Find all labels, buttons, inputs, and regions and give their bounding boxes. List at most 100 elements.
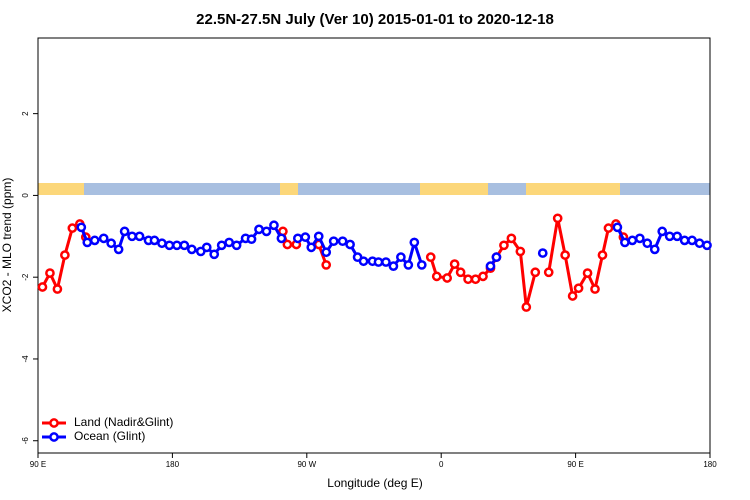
data-point	[425, 252, 436, 263]
x-tick-label: 0	[439, 460, 444, 469]
data-point	[478, 271, 488, 282]
data-point	[337, 236, 348, 247]
data-point	[642, 238, 653, 249]
x-tick-label: 90 E	[567, 460, 583, 469]
data-point	[537, 248, 548, 258]
data-point	[313, 231, 324, 242]
data-point	[672, 231, 682, 242]
legend-label: Ocean (Glint)	[74, 429, 145, 443]
data-point	[679, 235, 690, 246]
data-point	[388, 261, 399, 271]
data-point	[321, 260, 332, 270]
data-point	[37, 282, 48, 292]
data-point	[113, 244, 124, 255]
data-point	[499, 240, 509, 251]
land-band	[280, 183, 298, 195]
data-point	[485, 261, 496, 271]
y-tick-label: -4	[21, 355, 30, 363]
data-point	[567, 291, 578, 301]
y-axis-label: XCO2 - MLO trend (ppm)	[0, 178, 14, 313]
data-point	[224, 237, 234, 248]
data-point	[664, 231, 675, 242]
data-point	[67, 223, 78, 233]
x-tick-label: 180	[703, 460, 717, 469]
data-point	[491, 252, 502, 263]
data-point	[515, 246, 526, 257]
data-point	[246, 234, 257, 245]
data-point	[106, 238, 117, 249]
legend-marker	[49, 432, 59, 442]
y-tick-label: -2	[21, 273, 30, 281]
data-point	[149, 235, 160, 246]
data-point	[269, 220, 279, 231]
data-point	[649, 244, 660, 255]
data-point	[702, 240, 712, 251]
data-point	[306, 242, 317, 253]
data-point	[634, 233, 645, 244]
data-point	[358, 256, 369, 267]
land-band	[420, 183, 488, 195]
data-point	[687, 235, 697, 246]
data-point	[172, 240, 182, 251]
data-point	[321, 247, 332, 258]
data-point	[261, 226, 272, 237]
data-point	[216, 240, 227, 251]
data-point	[89, 235, 100, 246]
data-point	[431, 271, 442, 282]
data-point	[282, 239, 293, 250]
data-point	[620, 237, 630, 248]
data-point	[52, 284, 63, 294]
data-point	[612, 222, 623, 233]
y-tick-label: -6	[21, 437, 30, 445]
data-point	[543, 267, 554, 278]
data-point	[300, 232, 311, 242]
data-point	[657, 226, 668, 237]
data-point	[449, 259, 460, 269]
land-band	[526, 183, 620, 195]
data-point	[403, 260, 414, 270]
data-point	[45, 268, 55, 278]
legend-marker	[49, 418, 59, 428]
data-point	[506, 233, 517, 244]
legend-label: Land (Nadir&Glint)	[74, 415, 173, 429]
data-point	[157, 238, 167, 249]
data-point	[328, 236, 339, 247]
data-point	[582, 268, 593, 278]
data-point	[373, 257, 384, 267]
data-point	[127, 231, 137, 242]
data-point	[409, 237, 420, 248]
data-point	[201, 242, 212, 253]
data-point	[119, 226, 130, 237]
data-point	[134, 231, 145, 242]
data-point	[98, 233, 109, 244]
data-point	[179, 240, 190, 251]
data-point	[442, 273, 453, 283]
data-point	[416, 260, 427, 270]
data-point	[552, 213, 563, 224]
y-tick-label: 0	[21, 193, 30, 198]
data-point	[345, 239, 355, 250]
surface-band	[38, 183, 710, 195]
x-axis-label: Longitude (deg E)	[327, 476, 422, 490]
data-point	[470, 274, 481, 285]
data-point	[164, 240, 175, 251]
data-point	[231, 240, 242, 251]
data-point	[186, 244, 197, 255]
data-point	[60, 250, 70, 260]
y-tick-label: 2	[21, 111, 30, 116]
data-point	[292, 233, 303, 244]
chart-title: 22.5N-27.5N July (Ver 10) 2015-01-01 to …	[196, 11, 554, 28]
data-point	[597, 250, 608, 260]
data-point	[521, 302, 532, 312]
data-point	[276, 233, 287, 244]
data-point	[82, 237, 93, 248]
data-point	[76, 222, 87, 233]
data-point	[603, 223, 614, 233]
data-point	[209, 249, 220, 260]
data-point	[530, 267, 541, 278]
data-point	[463, 274, 473, 285]
x-tick-label: 90 W	[297, 460, 316, 469]
data-point	[694, 238, 705, 249]
data-point	[560, 250, 570, 260]
